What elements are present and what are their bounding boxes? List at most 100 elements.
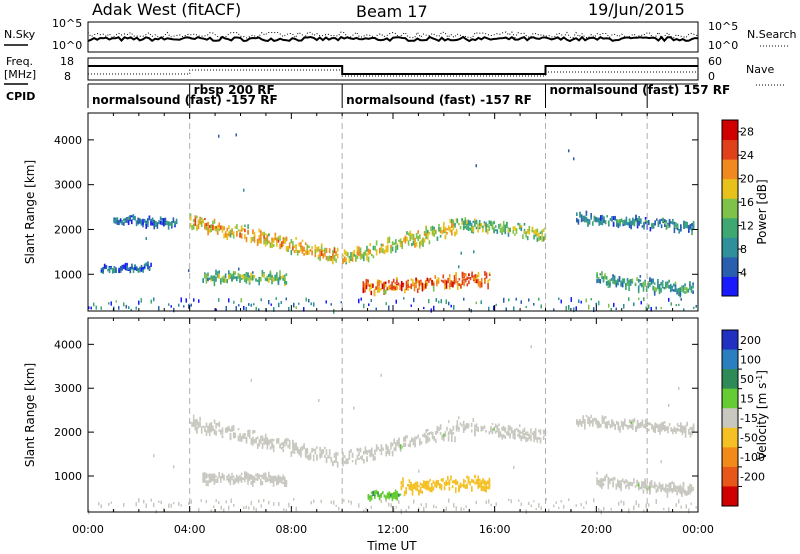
range-cell: [679, 487, 682, 491]
range-cell: [391, 246, 394, 252]
range-cell: [488, 220, 491, 225]
range-cell: [298, 243, 301, 247]
range-cell: [276, 438, 278, 443]
range-cell: [264, 233, 267, 236]
range-cell: [652, 485, 654, 488]
range-cell: [528, 433, 531, 440]
range-cell: [199, 416, 201, 422]
range-cell: [317, 254, 320, 257]
range-cell: [443, 229, 445, 232]
range-cell: [427, 428, 429, 432]
range-cell: [377, 492, 379, 495]
range-cell: [597, 480, 600, 484]
range-cell: [676, 427, 679, 432]
range-cell: [667, 224, 669, 229]
range-cell: [605, 474, 608, 477]
range-cell: [171, 221, 173, 228]
range-cell: [447, 436, 450, 442]
range-cell: [678, 425, 680, 428]
range-cell: [439, 431, 442, 435]
range-cell: [369, 243, 371, 247]
range-cell: [226, 430, 229, 433]
range-cell: [190, 499, 192, 504]
range-cell: [517, 429, 519, 433]
range-cell: [673, 289, 675, 292]
range-cell: [443, 436, 445, 441]
range-cell: [231, 274, 233, 277]
range-cell: [502, 225, 505, 228]
range-cell: [462, 427, 465, 433]
range-cell: [495, 502, 497, 507]
range-cell: [221, 229, 224, 233]
range-cell: [436, 427, 439, 432]
range-cell: [661, 483, 664, 490]
range-cell: [676, 288, 678, 292]
range-cell: [242, 274, 244, 277]
range-cell: [467, 476, 470, 481]
range-cell: [347, 458, 349, 464]
range-cell: [292, 450, 294, 454]
range-cell: [660, 224, 663, 229]
range-cell: [448, 486, 451, 491]
range-cell: [649, 484, 651, 487]
range-cell: [479, 481, 481, 484]
range-cell: [383, 249, 386, 255]
range-cell: [252, 439, 254, 443]
range-cell: [396, 491, 398, 496]
range-cell: [293, 451, 296, 454]
range-cell: [598, 217, 600, 222]
range-cell: [433, 232, 435, 237]
range-cell: [689, 281, 691, 285]
range-cell: [253, 430, 256, 434]
range-cell: [689, 427, 692, 430]
range-cell: [685, 490, 688, 496]
range-cell: [610, 307, 612, 312]
velocity-colorbar-label: Velocity [m s-1]: [755, 370, 770, 460]
range-cell: [188, 304, 190, 309]
range-cell: [238, 267, 240, 271]
range-cell: [280, 276, 283, 280]
colorbar-tick-label: 200: [740, 334, 761, 347]
range-cell: [147, 221, 149, 225]
range-cell: [311, 246, 313, 250]
range-cell: [598, 220, 600, 226]
range-cell: [215, 308, 217, 312]
range-cell: [477, 278, 480, 284]
range-cell: [646, 220, 648, 224]
range-cell: [268, 443, 270, 446]
y-tick-label: 4000: [54, 134, 82, 147]
range-cell: [576, 212, 578, 216]
range-cell: [563, 504, 565, 509]
range-cell: [247, 229, 249, 234]
range-cell: [237, 272, 240, 276]
range-cell: [471, 478, 473, 483]
range-cell: [131, 266, 133, 270]
range-cell: [673, 221, 676, 225]
nsearch-label: N.Search: [747, 28, 797, 41]
range-cell: [234, 276, 236, 279]
range-cell: [242, 433, 245, 440]
range-cell: [400, 486, 403, 491]
range-cell: [444, 431, 447, 437]
colorbar-tick-label: -15: [740, 412, 758, 425]
range-cell: [483, 223, 486, 227]
range-cell: [274, 478, 276, 481]
range-cell: [522, 234, 524, 240]
range-cell: [304, 249, 307, 255]
range-cell: [624, 220, 626, 226]
range-cell: [367, 449, 370, 453]
colorbar-band: [722, 349, 738, 370]
range-cell: [668, 482, 670, 487]
range-cell: [393, 492, 395, 496]
range-cell: [401, 243, 403, 250]
range-cell: [425, 434, 427, 438]
range-cell: [507, 232, 510, 237]
range-cell: [293, 250, 296, 253]
range-cell: [143, 263, 146, 267]
range-cell: [631, 278, 634, 282]
range-cell: [132, 268, 135, 273]
range-cell: [691, 223, 693, 227]
range-cell: [391, 442, 394, 447]
range-cell: [147, 264, 149, 270]
